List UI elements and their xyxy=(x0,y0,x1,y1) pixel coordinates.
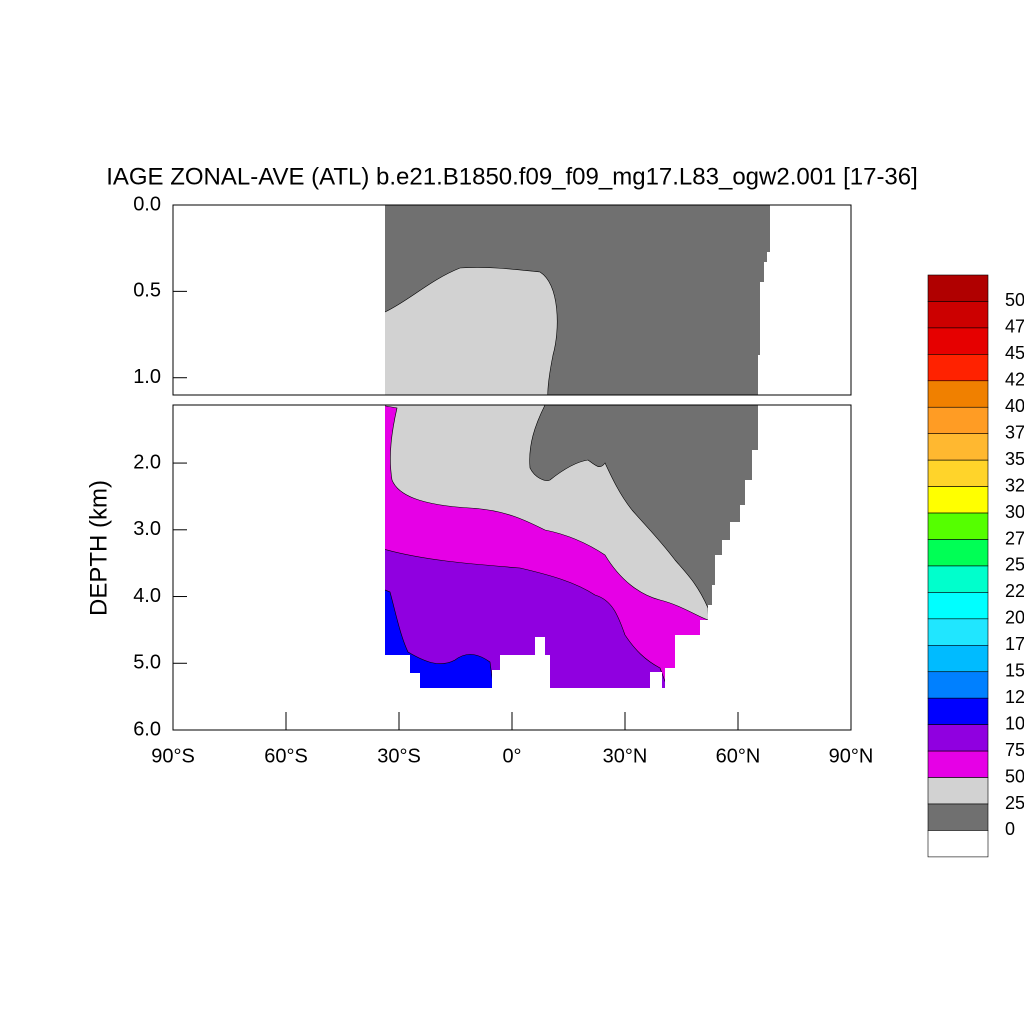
colorbar-label: 37 xyxy=(1005,422,1024,442)
colorbar-box xyxy=(927,433,989,461)
colorbar-box xyxy=(927,724,989,752)
colorbar-box xyxy=(927,301,989,329)
contour-fill xyxy=(385,267,558,395)
colorbar-label: 15 xyxy=(1005,661,1024,681)
chart-title: IAGE ZONAL-AVE (ATL) b.e21.B1850.f09_f09… xyxy=(106,163,918,190)
colorbar-box xyxy=(927,565,989,593)
colorbar-box xyxy=(927,327,989,355)
colorbar-label: 40 xyxy=(1005,396,1024,416)
colorbar-box xyxy=(927,274,989,302)
y-tick-label: 4.0 xyxy=(133,585,161,607)
x-tick-label: 30°N xyxy=(603,745,648,767)
colorbar-label: 22 xyxy=(1005,581,1024,601)
colorbar-box xyxy=(927,459,989,487)
colorbar-box xyxy=(927,697,989,725)
x-tick-label: 90°N xyxy=(829,745,874,767)
colorbar-label: 75 xyxy=(1005,740,1024,760)
colorbar-box xyxy=(927,539,989,567)
x-tick-label: 30°S xyxy=(377,745,421,767)
colorbar-box xyxy=(927,803,989,831)
colorbar-label: 30 xyxy=(1005,502,1024,522)
colorbar-label: 20 xyxy=(1005,608,1024,628)
x-tick-label: 60°N xyxy=(716,745,761,767)
y-tick-label: 6.0 xyxy=(133,718,161,740)
x-tick-label: 90°S xyxy=(151,745,195,767)
y-tick-label: 0.0 xyxy=(133,193,161,215)
colorbar-label: 25 xyxy=(1005,555,1024,575)
colorbar-box xyxy=(927,354,989,382)
y-tick-label: 0.5 xyxy=(133,280,161,302)
colorbar-box xyxy=(927,406,989,435)
colorbar-label: 10 xyxy=(1005,713,1024,733)
top-panel-fields xyxy=(385,205,770,395)
colorbar-label: 12 xyxy=(1005,687,1024,707)
colorbar-label: 50 xyxy=(1005,290,1024,310)
colorbar-label: 27 xyxy=(1005,528,1024,548)
colorbar-label: 35 xyxy=(1005,449,1024,469)
colorbar-box xyxy=(927,750,989,778)
colorbar-label: 42 xyxy=(1005,370,1024,390)
top-panel-frame xyxy=(172,204,852,396)
colorbar-box xyxy=(927,644,989,673)
colorbar-box xyxy=(927,512,989,540)
colorbar-box xyxy=(927,777,989,805)
x-tick-label: 60°S xyxy=(264,745,308,767)
colorbar-box xyxy=(927,380,989,408)
x-tick-label: 0° xyxy=(502,745,521,767)
colorbar-label: 50 xyxy=(1005,766,1024,786)
y-tick-label: 1.0 xyxy=(133,366,161,388)
colorbar-box xyxy=(927,830,989,858)
y-tick-label: 3.0 xyxy=(133,518,161,540)
colorbar-box xyxy=(927,671,989,699)
y-tick-label: 2.0 xyxy=(133,451,161,473)
colorbar-label: 0 xyxy=(1005,819,1015,839)
y-tick-label: 5.0 xyxy=(133,652,161,674)
colorbar-box xyxy=(927,592,989,620)
colorbar-label: 17 xyxy=(1005,634,1024,654)
colorbar-label: 45 xyxy=(1005,343,1024,363)
colorbar-label: 32 xyxy=(1005,475,1024,495)
bottom-panel-fields xyxy=(385,405,758,688)
y-axis-label: DEPTH (km) xyxy=(85,480,112,616)
colorbar-box xyxy=(927,486,989,514)
colorbar-label: 47 xyxy=(1005,317,1024,337)
colorbar-label: 25 xyxy=(1005,793,1024,813)
colorbar-box xyxy=(927,618,989,646)
